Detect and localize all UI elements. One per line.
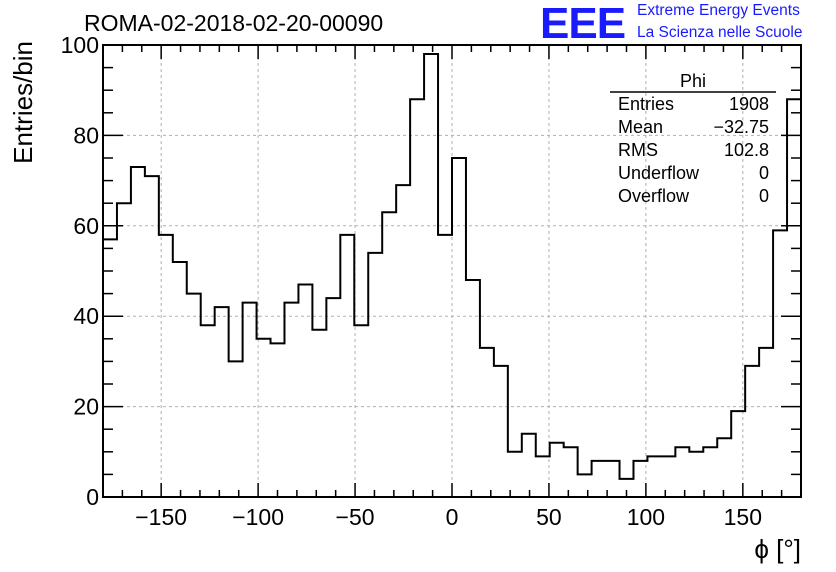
y-tick-label: 0 <box>86 484 99 510</box>
axis-ticks <box>102 44 802 498</box>
grid-lines <box>103 44 801 498</box>
x-tick-label: 50 <box>536 504 562 530</box>
x-tick-label: 100 <box>627 504 665 530</box>
y-axis-title: Entries/bin <box>8 41 38 164</box>
stats-box: Phi Entries 1908 Mean −32.75 RMS 102.8 Underfl… <box>610 71 776 206</box>
stats-value: 102.8 <box>724 140 769 160</box>
stats-label: Mean <box>618 117 663 137</box>
y-tick-label: 80 <box>73 122 99 148</box>
y-tick-label: 40 <box>73 303 99 329</box>
stats-label: Entries <box>618 94 674 114</box>
stats-value: 1908 <box>729 94 769 114</box>
stats-rows: Entries 1908 Mean −32.75 RMS 102.8 Underflow 0 O… <box>618 94 769 206</box>
x-tick-label: −100 <box>232 504 284 530</box>
stats-value: 0 <box>759 163 769 183</box>
x-tick-label: −150 <box>135 504 187 530</box>
logo-subtitle-line1: Extreme Energy Events <box>637 2 800 19</box>
y-tick-label: 20 <box>73 394 99 420</box>
logo-subtitle-line2: La Scienza nelle Scuole <box>637 24 803 41</box>
eee-logo: EEE <box>540 0 626 48</box>
stats-value: 0 <box>759 186 769 206</box>
histogram-series <box>102 53 801 497</box>
x-tick-label: −50 <box>336 504 375 530</box>
x-tick-labels: −150 −100 −50 0 50 100 150 <box>135 504 762 530</box>
x-tick-label: 150 <box>724 504 762 530</box>
y-tick-label: 60 <box>73 213 99 239</box>
x-tick-label: 0 <box>446 504 459 530</box>
stats-title: Phi <box>680 71 706 91</box>
stats-label: RMS <box>618 140 658 160</box>
y-tick-labels: 0 20 40 60 80 100 <box>61 32 99 510</box>
stats-label: Underflow <box>618 163 700 183</box>
histogram-line <box>102 53 801 497</box>
x-axis-title: ϕ [°] <box>754 534 801 564</box>
stats-value: −32.75 <box>713 117 769 137</box>
y-tick-label: 100 <box>61 32 99 58</box>
chart-title: ROMA-02-2018-02-20-00090 <box>84 10 384 36</box>
stats-label: Overflow <box>618 186 690 206</box>
